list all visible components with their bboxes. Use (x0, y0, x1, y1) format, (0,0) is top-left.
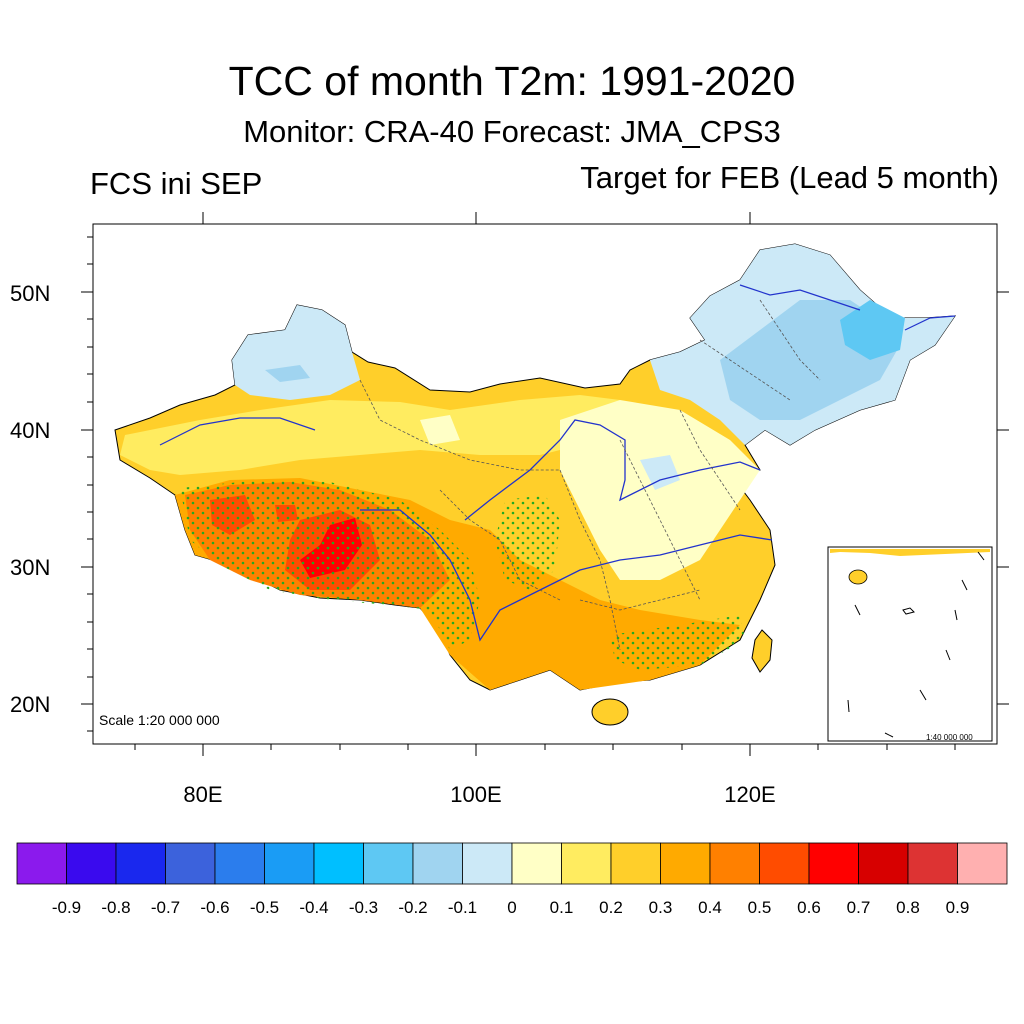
colorbar-swatch (16, 842, 67, 885)
colorbar-swatch (214, 842, 265, 885)
lon-label-80e: 80E (183, 782, 223, 807)
colorbar-swatch (511, 842, 562, 885)
colorbar-tick-label: 0.7 (846, 898, 871, 917)
colorbar-swatch (907, 842, 958, 885)
colorbar-swatch (165, 842, 216, 885)
taiwan-island (751, 629, 773, 673)
colorbar-swatch (264, 842, 315, 885)
inset-scale-label: 1:40 000 000 (926, 733, 973, 742)
colorbar-swatch (66, 842, 117, 885)
significance-stipple (180, 480, 480, 650)
colorbar-swatch (709, 842, 760, 885)
colorbar-tick-label: -0.9 (51, 898, 82, 917)
lat-label-20n: 20N (10, 692, 51, 717)
colorbar-swatch (808, 842, 859, 885)
colorbar-swatch (313, 842, 364, 885)
colorbar-tick-label: -0.5 (249, 898, 280, 917)
colorbar-tick-label: -0.7 (150, 898, 181, 917)
initialization-label: FCS ini SEP (90, 166, 263, 201)
colorbar-swatch (957, 842, 1008, 885)
colorbar-swatch (610, 842, 661, 885)
northwest-negative-region (232, 305, 360, 400)
colorbar-tick-label: 0.4 (698, 898, 722, 917)
latitude-ticks (81, 236, 1009, 732)
colorbar (16, 842, 1008, 885)
colorbar-tick-label: 0 (507, 898, 517, 917)
longitude-ticks (134, 212, 956, 756)
lon-label-100e: 100E (450, 782, 502, 807)
colorbar-tick-label: -0.6 (200, 898, 230, 917)
colorbar-tick-label: 0.9 (945, 898, 970, 917)
colorbar-tick-label: 0.8 (896, 898, 920, 917)
lon-label-120e: 120E (724, 782, 776, 807)
yellow-river (464, 419, 761, 521)
target-label: Target for FEB (Lead 5 month) (580, 160, 999, 195)
hainan-island (591, 698, 629, 726)
colorbar-tick-label: 0.3 (648, 898, 673, 917)
lat-label-50n: 50N (10, 281, 51, 306)
map-subtitle: Monitor: CRA-40 Forecast: JMA_CPS3 (243, 114, 781, 149)
yangtze-river (360, 509, 773, 642)
colorbar-swatch (759, 842, 810, 885)
colorbar-tick-label: 0.2 (599, 898, 623, 917)
colorbar-swatch (115, 842, 166, 885)
colorbar-swatch (412, 842, 463, 885)
colorbar-tick-label: -0.3 (348, 898, 379, 917)
lat-label-30n: 30N (10, 555, 51, 580)
main-scale-label: Scale 1:20 000 000 (99, 712, 220, 728)
colorbar-tick-label: -0.4 (299, 898, 329, 917)
colorbar-swatch (660, 842, 711, 885)
colorbar-tick-label: 0.6 (797, 898, 821, 917)
lat-label-40n: 40N (10, 418, 51, 443)
colorbar-swatch (561, 842, 612, 885)
map-title: TCC of month T2m: 1991-2020 (228, 58, 796, 104)
south-china-sea-inset (827, 546, 993, 742)
colorbar-tick-label: -0.1 (447, 898, 478, 917)
colorbar-tick-label: -0.8 (101, 898, 131, 917)
colorbar-tick-label: -0.2 (398, 898, 428, 917)
colorbar-tick-label: 0.1 (549, 898, 574, 917)
colorbar-swatch (462, 842, 513, 885)
central-pale-region (560, 400, 760, 580)
colorbar-swatch (858, 842, 909, 885)
colorbar-tick-label: 0.5 (747, 898, 772, 917)
main-map (114, 243, 956, 726)
colorbar-swatch (363, 842, 414, 885)
